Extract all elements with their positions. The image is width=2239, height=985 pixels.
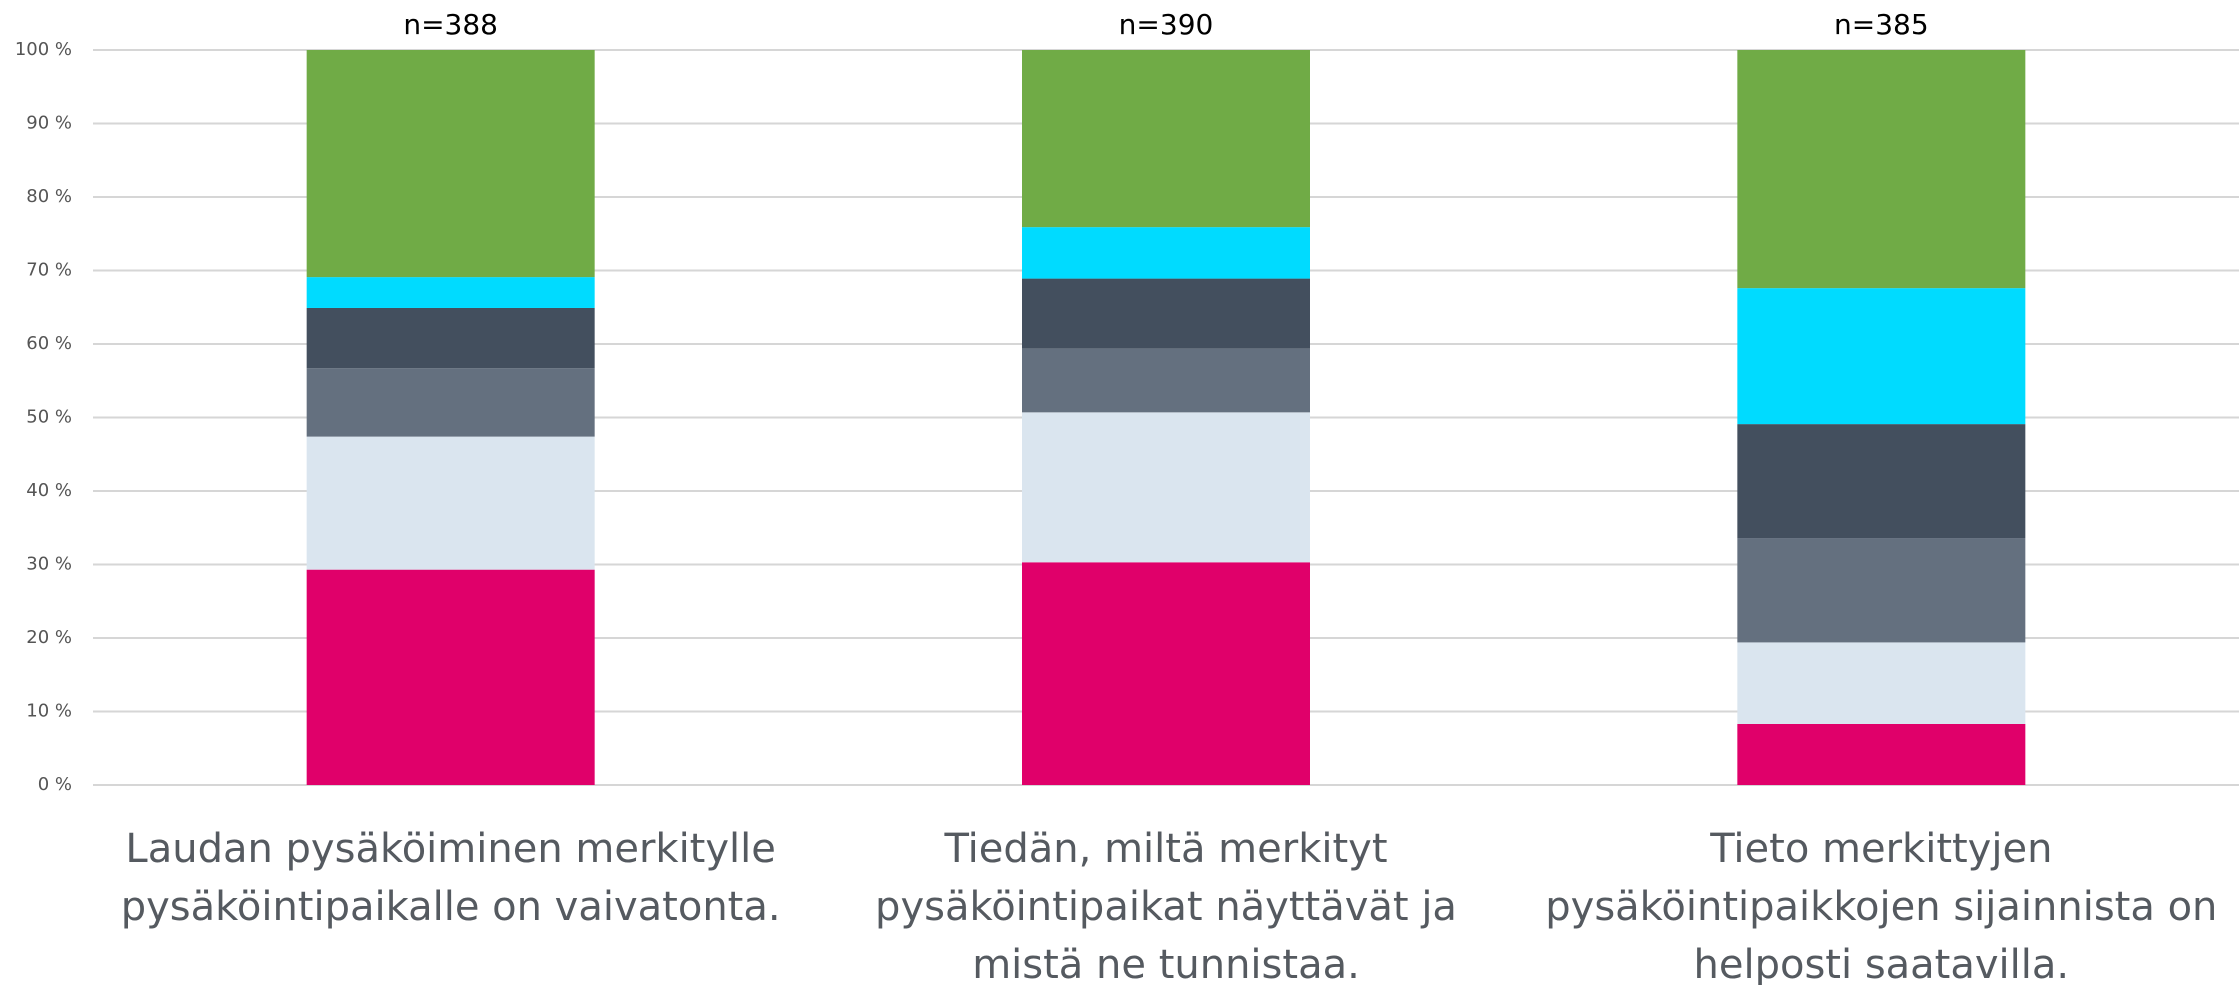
- sample-size-label: n=385: [1834, 8, 1929, 41]
- bar-segment: [1022, 278, 1310, 349]
- bar-segment: [1022, 348, 1310, 413]
- sample-size-label: n=388: [403, 8, 498, 41]
- bar-segment: [306, 569, 595, 785]
- category-label: Tiedän, miltä merkityt pysäköintipaikat …: [875, 826, 1457, 985]
- bar-segment: [306, 368, 595, 437]
- bar-segment: [1737, 288, 2026, 425]
- y-tick-label: 80 %: [26, 186, 72, 207]
- bar-segment: [1737, 723, 2026, 785]
- category-label: Laudan pysäköiminen merkitylle pysäköint…: [120, 826, 781, 930]
- y-tick-label: 100 %: [15, 39, 72, 60]
- bar-segment: [1737, 50, 2026, 289]
- bar-segment: [1022, 412, 1310, 563]
- y-tick-label: 40 %: [26, 480, 72, 501]
- y-tick-label: 20 %: [26, 627, 72, 648]
- y-tick-label: 70 %: [26, 260, 72, 281]
- y-tick-label: 50 %: [26, 407, 72, 428]
- bar-segment: [1737, 642, 2026, 724]
- bar-segment: [1022, 227, 1310, 279]
- bar-segment: [1737, 424, 2026, 539]
- bar-segment: [306, 50, 595, 278]
- sample-size-label: n=390: [1119, 8, 1214, 41]
- bar-segment: [306, 277, 595, 308]
- bar-segment: [306, 436, 595, 570]
- y-tick-label: 60 %: [26, 333, 72, 354]
- bar-segment: [1022, 50, 1310, 228]
- category-label: Tieto merkittyjen pysäköintipaikkojen si…: [1545, 826, 2218, 985]
- y-tick-label: 90 %: [26, 113, 72, 134]
- bar-segment: [1737, 538, 2026, 643]
- y-tick-label: 30 %: [26, 554, 72, 575]
- y-tick-label: 0 %: [38, 774, 72, 795]
- y-tick-label: 10 %: [26, 701, 72, 722]
- bar-segment: [1022, 562, 1310, 785]
- bar-segment: [306, 307, 595, 369]
